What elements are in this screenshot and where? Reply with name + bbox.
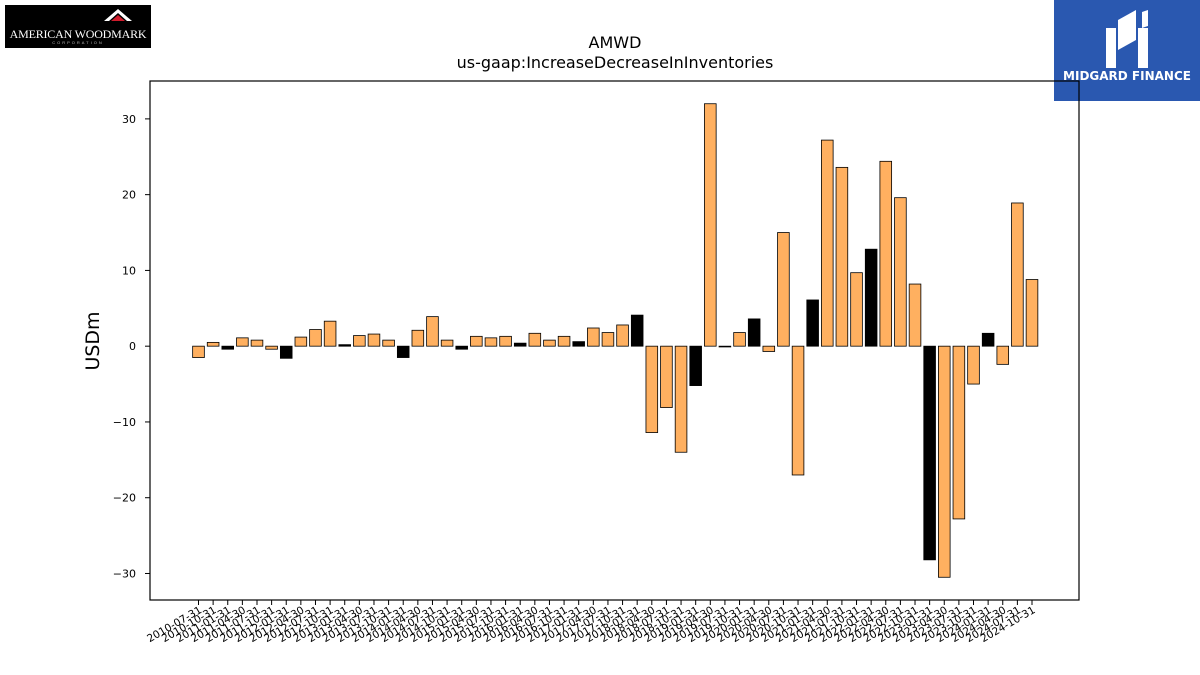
y-tick-label: −20 bbox=[113, 492, 136, 505]
logo-left-sub: CORPORATION bbox=[52, 40, 104, 45]
x-axis-ticks: 2010-07-312010-10-312011-01-312011-04-30… bbox=[145, 600, 1038, 645]
bar-2019-07-31 bbox=[718, 345, 732, 348]
logo-left-name: AMERICAN WOODMARK bbox=[9, 27, 147, 41]
bar-2022-01-31 bbox=[864, 248, 878, 347]
bar-2012-04-30 bbox=[294, 336, 308, 347]
plot-frame bbox=[149, 80, 1080, 601]
midgard-finance-logo: MIDGARD FINANCE bbox=[1054, 0, 1200, 101]
bar-2023-07-31 bbox=[952, 345, 966, 520]
y-tick-label: 0 bbox=[129, 340, 136, 353]
bar-2021-04-30 bbox=[821, 139, 834, 347]
bar-2019-01-31 bbox=[689, 345, 702, 386]
bar-2017-01-31 bbox=[572, 341, 585, 347]
bar-2018-07-31 bbox=[660, 345, 673, 408]
bar-2023-01-31 bbox=[923, 345, 936, 561]
bar-2016-07-31 bbox=[543, 339, 556, 347]
bars-group bbox=[192, 103, 1039, 578]
bar-2014-07-31 bbox=[426, 316, 439, 347]
american-woodmark-logo: AMERICAN WOODMARK CORPORATION bbox=[5, 5, 151, 48]
bar-2021-01-31 bbox=[806, 299, 819, 347]
bar-2014-10-31 bbox=[440, 339, 454, 347]
bar-2024-01-31 bbox=[981, 332, 995, 347]
chart-title: AMWD bbox=[589, 33, 642, 52]
bar-2016-10-31 bbox=[557, 335, 571, 347]
bar-2012-07-31 bbox=[309, 329, 322, 347]
bar-2021-07-31 bbox=[835, 166, 849, 347]
bar-2013-04-30 bbox=[353, 335, 366, 347]
bar-2022-04-30 bbox=[879, 160, 893, 347]
bar-2022-10-31 bbox=[908, 283, 922, 347]
bar-2018-10-31 bbox=[674, 345, 688, 453]
bar-2011-07-31 bbox=[250, 339, 264, 347]
bar-2013-01-31 bbox=[338, 344, 351, 347]
bar-2024-10-31 bbox=[1025, 279, 1039, 347]
bar-2023-04-30 bbox=[938, 345, 951, 578]
bar-2022-07-31 bbox=[894, 197, 907, 347]
y-tick-label: 10 bbox=[122, 264, 136, 277]
bar-2014-01-31 bbox=[396, 345, 410, 358]
y-axis-ticks: −30 −20 −10 0 10 20 30 bbox=[113, 113, 150, 580]
bar-2021-10-31 bbox=[850, 272, 863, 347]
bar-2020-10-31 bbox=[791, 345, 805, 476]
bar-2019-10-31 bbox=[733, 332, 746, 347]
y-tick-label: −10 bbox=[113, 416, 136, 429]
bar-2013-10-31 bbox=[382, 339, 395, 347]
bar-2018-04-30 bbox=[645, 345, 659, 433]
bar-2012-10-31 bbox=[323, 320, 337, 347]
bar-2011-01-31 bbox=[221, 345, 234, 350]
house-roof-icon bbox=[104, 9, 132, 21]
bar-2020-07-31 bbox=[777, 232, 790, 347]
y-tick-label: 30 bbox=[122, 113, 136, 126]
y-tick-label: 20 bbox=[122, 189, 136, 202]
bar-2014-04-30 bbox=[411, 329, 425, 347]
bar-2015-01-31 bbox=[455, 345, 468, 350]
bar-2012-01-31 bbox=[279, 345, 293, 359]
bar-2020-04-30 bbox=[762, 345, 776, 352]
chart-subtitle: us-gaap:IncreaseDecreaseInInventories bbox=[457, 53, 774, 72]
y-axis-label: USDm bbox=[82, 311, 104, 370]
bar-2024-04-30 bbox=[996, 345, 1010, 365]
bar-2017-04-30 bbox=[587, 327, 600, 347]
bar-2010-10-31 bbox=[206, 341, 220, 347]
bar-2016-01-31 bbox=[513, 342, 527, 347]
bar-2017-10-31 bbox=[616, 324, 629, 347]
bar-2010-07-31 bbox=[192, 345, 205, 358]
bar-2018-01-31 bbox=[630, 314, 644, 347]
bar-2024-07-31 bbox=[1011, 202, 1024, 347]
bar-2015-04-30 bbox=[470, 335, 483, 347]
bar-2017-07-31 bbox=[601, 332, 615, 347]
midgard-monogram-icon bbox=[1106, 10, 1148, 68]
y-tick-label: −30 bbox=[113, 567, 136, 580]
logo-right-name: MIDGARD FINANCE bbox=[1063, 69, 1191, 83]
bar-2015-10-31 bbox=[499, 335, 512, 347]
bar-2015-07-31 bbox=[484, 337, 498, 347]
bar-2023-10-31 bbox=[967, 345, 980, 385]
bar-2013-07-31 bbox=[367, 333, 381, 347]
bar-2011-04-30 bbox=[236, 337, 249, 347]
bar-2019-04-30 bbox=[704, 103, 717, 347]
bar-2016-04-30 bbox=[528, 332, 542, 347]
bar-2020-01-31 bbox=[747, 318, 761, 347]
bar-2011-10-31 bbox=[265, 345, 278, 350]
